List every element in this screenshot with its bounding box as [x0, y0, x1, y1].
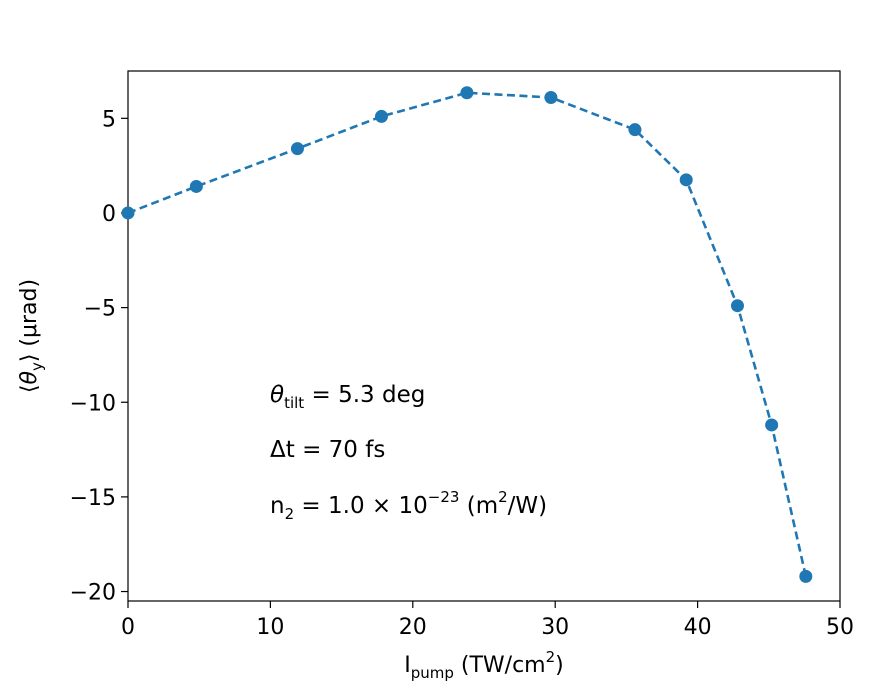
annotation-n2-sup2: 2: [498, 488, 508, 506]
x-tick-label: 0: [121, 615, 135, 640]
data-point: [189, 179, 203, 193]
annotation-n2-sup: −23: [428, 488, 460, 506]
data-point: [290, 142, 304, 156]
y-tick-label: 0: [102, 202, 116, 227]
series-theta-y: [121, 86, 813, 583]
data-point: [628, 123, 642, 137]
y-tick-label: 5: [102, 107, 116, 132]
annotation-tilt: θtilt = 5.3 deg: [270, 382, 425, 412]
annotation-n2-main: n: [270, 493, 285, 519]
y-axis-label: ⟨θy⟩ (μrad): [17, 279, 46, 393]
y-tick-label: −10: [70, 391, 116, 416]
x-axis-label-end: ): [555, 653, 564, 678]
y-axis-label-theta: θ: [17, 371, 42, 385]
x-tick-label: 50: [826, 615, 854, 640]
annotation-tilt-sub: tilt: [284, 394, 304, 412]
plot-area-frame: [127, 70, 841, 602]
annotation-n2-end: /W): [508, 493, 547, 519]
x-tick-label: 10: [256, 615, 284, 640]
annotation-dt: Δt = 70 fs: [270, 437, 385, 463]
annotation-n2-sub: 2: [285, 505, 295, 523]
annotation-tilt-symbol: θ: [270, 382, 284, 408]
y-tick-label: −15: [70, 486, 116, 511]
annotation-n2: n2 = 1.0 × 10−23 (m2/W): [270, 488, 547, 523]
x-axis-ticks: 0 10 20 30 40 50: [121, 601, 854, 640]
annotation-n2-tail: (m: [459, 493, 498, 519]
y-axis-label-close: ⟩ (μrad): [17, 279, 42, 362]
data-point: [544, 91, 558, 104]
data-point: [374, 109, 388, 123]
x-axis-label-sup: 2: [546, 648, 556, 666]
x-tick-label: 30: [541, 615, 569, 640]
x-axis-label-sub: pump: [411, 664, 454, 682]
x-axis-label: Ipump (TW/cm2): [404, 648, 564, 682]
y-tick-label: −5: [84, 297, 116, 322]
data-point: [730, 299, 744, 313]
data-point: [121, 206, 135, 220]
data-point: [679, 173, 693, 187]
x-tick-label: 20: [399, 615, 427, 640]
x-tick-label: 40: [684, 615, 712, 640]
y-tick-label: −20: [70, 581, 116, 606]
y-axis-ticks: 5 0 −5 −10 −15 −20: [70, 107, 128, 606]
x-axis-label-main: I: [404, 653, 411, 678]
annotation-n2-mid: = 1.0 × 10: [294, 493, 428, 519]
x-axis-label-rest: (TW/cm: [454, 653, 546, 678]
y-axis-label-sub: y: [28, 362, 46, 371]
data-point: [765, 418, 779, 432]
data-point: [799, 569, 813, 583]
annotation-tilt-text: = 5.3 deg: [304, 382, 425, 408]
y-axis-label-open: ⟨: [17, 385, 42, 394]
data-point: [460, 86, 474, 100]
